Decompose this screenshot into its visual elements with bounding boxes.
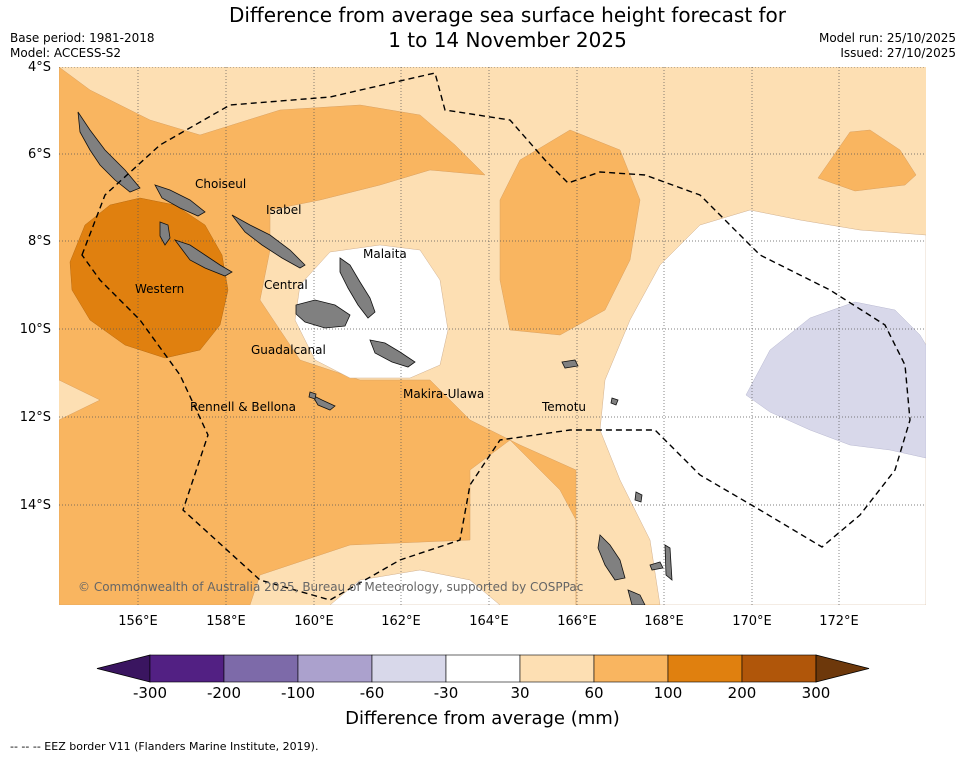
- island-vanuatu-north: [597, 534, 626, 581]
- colorbar-extend-max: [815, 654, 870, 683]
- title-line-2: 1 to 14 November 2025: [388, 28, 627, 52]
- colorbar-segment: [223, 654, 299, 683]
- band-neutral-south: [329, 569, 501, 605]
- lat-label-6s: 6°S: [27, 147, 51, 162]
- region-label-central: Central: [264, 278, 308, 292]
- lon-label-172e: 172°E: [819, 614, 859, 629]
- region-label-temotu: Temotu: [542, 400, 587, 414]
- island-guadalcanal: [295, 299, 351, 329]
- model-name: Model: ACCESS-S2: [10, 46, 122, 60]
- colorbar-tick-label: -100: [280, 684, 316, 702]
- colorbar-segment: [445, 654, 521, 683]
- lat-label-14s: 14°S: [19, 498, 51, 513]
- colorbar-segment: [297, 654, 373, 683]
- colorbar-tick-label: 60: [584, 684, 604, 702]
- lat-label-12s: 12°S: [19, 410, 51, 425]
- lon-label-160e: 160°E: [294, 614, 334, 629]
- island-small-1: [561, 359, 579, 369]
- colorbar-segment: [149, 654, 225, 683]
- lon-label-164e: 164°E: [469, 614, 509, 629]
- islands: [77, 111, 673, 605]
- region-label-guadalcanal: Guadalcanal: [251, 343, 326, 357]
- colorbar-segment: [519, 654, 595, 683]
- base-period: Base period: 1981-2018: [10, 31, 155, 45]
- eez-legend: -- -- -- EEZ border V11 (Flanders Marine…: [10, 740, 319, 753]
- island-choiseul: [77, 111, 141, 193]
- lat-label-10s: 10°S: [19, 322, 51, 337]
- region-label-western: Western: [135, 282, 185, 296]
- lon-label-170e: 170°E: [732, 614, 772, 629]
- island-malaita: [339, 257, 376, 319]
- colorbar-tick-label: 200: [727, 684, 757, 702]
- island-western: [173, 239, 233, 277]
- title-line-1: Difference from average sea surface heig…: [228, 3, 787, 27]
- island-makira: [369, 339, 416, 368]
- model-run: Model run: 25/10/2025: [818, 31, 956, 45]
- island-small-4: [634, 491, 643, 503]
- map-title: Difference from average sea surface heig…: [0, 3, 965, 53]
- lon-label-168e: 168°E: [644, 614, 684, 629]
- gridlines: [59, 67, 926, 605]
- metadata-right: Model run: 25/10/2025 Issued: 27/10/2025: [819, 31, 956, 61]
- region-label-makira-ulawa: Makira-Ulawa: [403, 387, 485, 401]
- copyright-notice: © Commonwealth of Australia 2025, Bureau…: [78, 580, 584, 594]
- region-label-rennell-bellona: Rennell & Bellona: [190, 400, 297, 414]
- band-60-100-east: [817, 129, 917, 192]
- colorbar-tick-label: -30: [433, 684, 459, 702]
- colorbar-extend-min: [96, 654, 151, 683]
- map-area: [59, 67, 926, 605]
- colorbar-segment: [371, 654, 447, 683]
- island-vanuatu-2: [627, 589, 646, 605]
- lon-label-166e: 166°E: [557, 614, 597, 629]
- colorbar-tick-label: 30: [510, 684, 530, 702]
- lon-label-162e: 162°E: [381, 614, 421, 629]
- lon-label-158e: 158°E: [206, 614, 246, 629]
- metadata-left: Base period: 1981-2018 Model: ACCESS-S2: [10, 31, 155, 61]
- colorbar-tick-label: 300: [801, 684, 831, 702]
- colorbar-tick-label: -60: [359, 684, 385, 702]
- island-small-3: [664, 544, 673, 581]
- band-60-100-central: [499, 129, 641, 336]
- band-minus-60-minus-30: [745, 301, 926, 459]
- island-small-6: [308, 391, 317, 400]
- band-100-200: [69, 197, 229, 359]
- colorbar-title: Difference from average (mm): [345, 708, 620, 729]
- colorbar-tick-label: -300: [132, 684, 168, 702]
- island-rennell: [310, 394, 336, 411]
- lat-label-8s: 8°S: [27, 234, 51, 249]
- region-label-isabel: Isabel: [266, 203, 302, 217]
- colorbar-tick-label: -200: [206, 684, 242, 702]
- lon-label-156e: 156°E: [118, 614, 158, 629]
- island-western-north: [154, 184, 206, 217]
- colorbar-tick-label: 100: [653, 684, 683, 702]
- colorbar-segment: [667, 654, 743, 683]
- colorbar-segment: [593, 654, 669, 683]
- island-new-georgia: [159, 221, 171, 246]
- island-isabel: [231, 214, 306, 269]
- region-label-choiseul: Choiseul: [195, 177, 247, 191]
- island-small-5: [610, 397, 619, 406]
- issued-date: Issued: 27/10/2025: [840, 46, 956, 60]
- eez-border: [81, 72, 911, 601]
- colorbar-segment: [741, 654, 817, 683]
- lat-label-4s: 4°S: [27, 60, 51, 75]
- band-60-100-west: [59, 67, 926, 605]
- island-small-2: [649, 561, 664, 571]
- region-label-malaita: Malaita: [363, 247, 407, 261]
